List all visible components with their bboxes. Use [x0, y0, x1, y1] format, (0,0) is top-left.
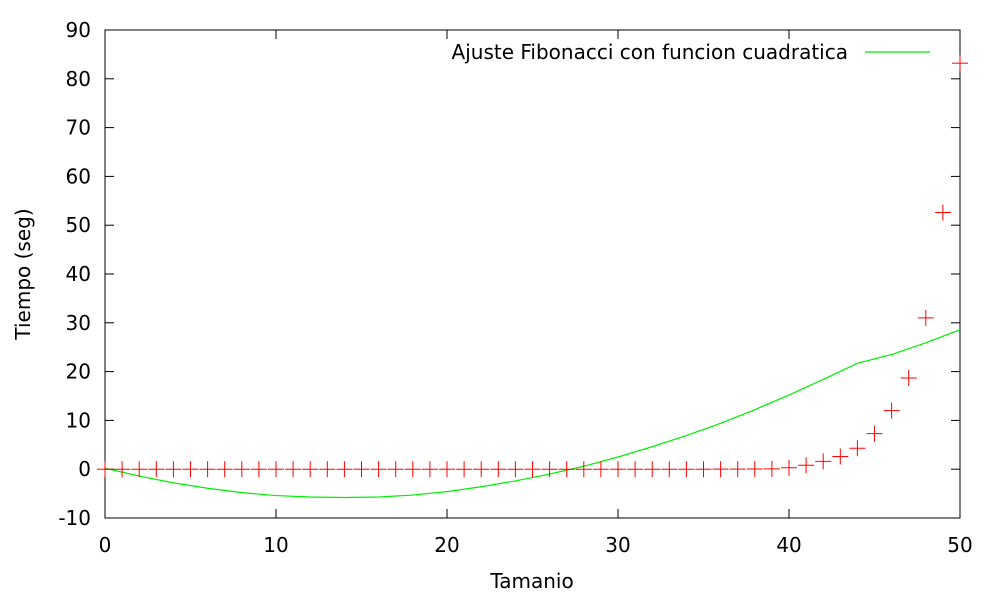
data-point [729, 461, 746, 478]
data-point [678, 461, 695, 478]
data-point [490, 461, 507, 478]
fit-line [104, 329, 961, 499]
data-point [387, 461, 404, 478]
data-point [199, 461, 216, 478]
data-point [952, 55, 968, 72]
data-point [165, 461, 182, 478]
data-point [285, 461, 302, 478]
data-point [558, 461, 575, 478]
data-point [114, 461, 131, 478]
y-tick-label: -10 [58, 506, 91, 530]
data-point [353, 461, 370, 478]
x-tick-label: 30 [605, 533, 630, 557]
data-point [644, 461, 661, 478]
y-tick-label: 10 [66, 408, 91, 432]
legend: Ajuste Fibonacci con funcion cuadratica [452, 40, 930, 64]
data-point [661, 461, 678, 478]
data-point [233, 461, 250, 478]
data-point [182, 461, 199, 478]
data-point [815, 453, 832, 470]
y-tick-label: 90 [66, 18, 91, 42]
x-axis-ticks: 0 10 20 30 40 50 [99, 30, 973, 557]
data-point [131, 461, 148, 478]
x-tick-label: 0 [99, 533, 112, 557]
data-point [746, 461, 763, 478]
y-tick-label: 70 [66, 116, 91, 140]
data-point [421, 461, 438, 478]
x-tick-label: 40 [776, 533, 801, 557]
data-point [610, 461, 626, 478]
x-tick-label: 10 [263, 533, 288, 557]
data-point [798, 457, 815, 474]
data-point [268, 461, 284, 478]
y-axis-ticks: -10 0 10 20 30 40 50 60 70 80 90 [58, 18, 960, 530]
data-point [832, 448, 849, 465]
y-tick-label: 0 [78, 457, 91, 481]
y-tick-label: 50 [66, 213, 91, 237]
series-points [97, 55, 968, 478]
x-axis-label: Tamanio [489, 569, 573, 593]
data-point [507, 461, 524, 478]
y-tick-label: 80 [66, 67, 91, 91]
data-point [404, 461, 421, 478]
y-tick-label: 60 [66, 164, 91, 188]
data-point [250, 461, 267, 478]
data-point [370, 461, 387, 478]
data-point [473, 461, 490, 478]
series-fit-line [104, 329, 961, 499]
x-tick-label: 50 [947, 533, 972, 557]
data-point [148, 461, 165, 478]
data-point [216, 461, 233, 478]
data-point [524, 461, 541, 478]
data-point [319, 461, 336, 478]
data-point [849, 440, 866, 457]
data-point [917, 309, 934, 326]
data-point [575, 461, 592, 478]
data-point [695, 461, 712, 478]
data-point [712, 461, 729, 478]
data-point [866, 425, 883, 442]
y-tick-label: 30 [66, 311, 91, 335]
y-tick-label: 40 [66, 262, 91, 286]
x-tick-label: 20 [434, 533, 459, 557]
data-point [302, 461, 319, 478]
data-point [781, 459, 797, 476]
data-point [934, 204, 951, 221]
data-point [336, 461, 353, 478]
data-point [900, 369, 917, 386]
data-point [456, 461, 473, 478]
y-axis-label: Tiempo (seg) [11, 208, 35, 340]
data-point [592, 461, 609, 478]
legend-label-fit: Ajuste Fibonacci con funcion cuadratica [452, 40, 848, 64]
data-point [627, 461, 644, 478]
data-point [541, 461, 558, 478]
data-point [763, 460, 780, 477]
data-point [97, 461, 113, 478]
y-tick-label: 20 [66, 360, 91, 384]
data-point [439, 461, 455, 478]
data-point [883, 402, 900, 419]
